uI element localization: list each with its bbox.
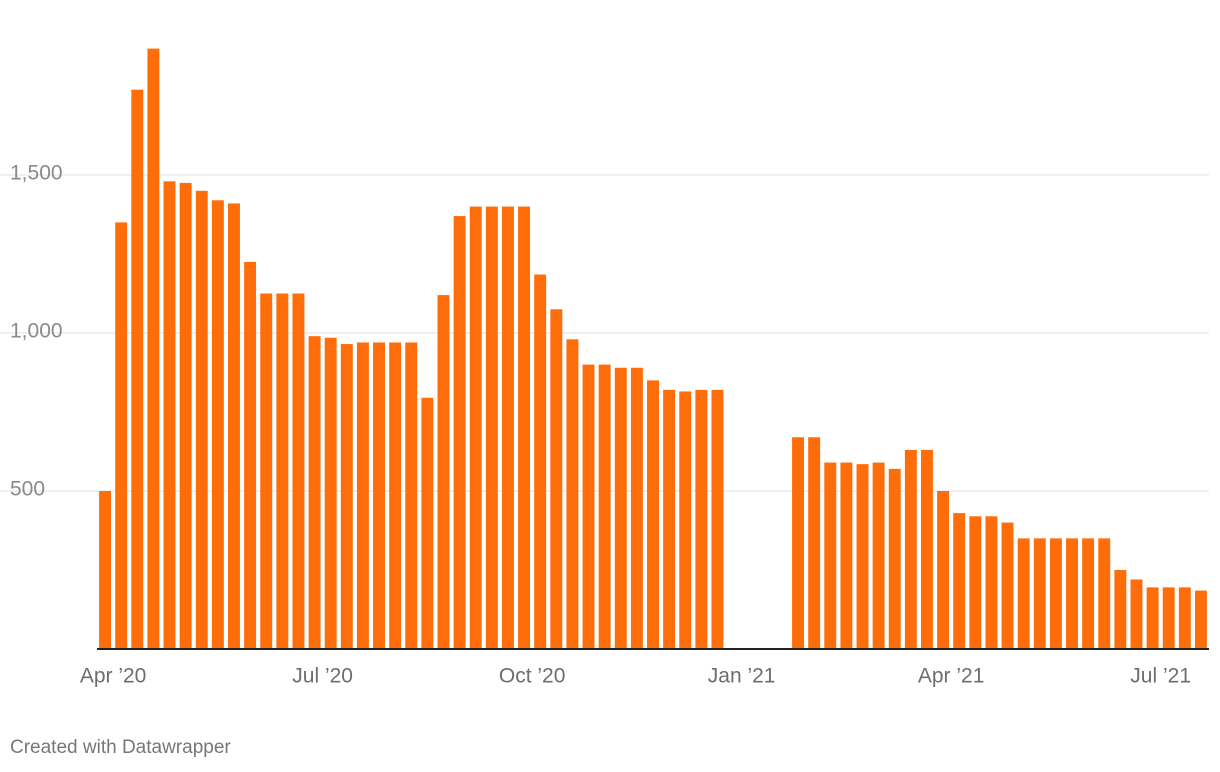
bar [1178,587,1191,649]
bar [437,295,450,649]
bar [389,342,402,649]
bar [405,342,418,649]
bar [501,206,514,649]
x-tick-label: Jul ’21 [1130,665,1191,688]
bar [1001,522,1014,649]
bar [1146,587,1159,649]
bar [485,206,498,649]
bar [1098,538,1111,649]
bar [195,190,208,650]
x-tick-label: Oct ’20 [499,665,566,688]
bar [292,293,305,649]
bar [582,364,595,649]
bar [921,449,933,649]
bar [840,462,853,649]
bar [324,337,337,649]
bar [695,389,708,649]
bar [340,344,353,649]
bar [1162,587,1175,649]
bar [647,380,659,649]
bar [904,449,917,649]
bar [1082,538,1095,649]
bar [518,206,531,649]
bar [1114,570,1127,649]
bar [115,222,128,649]
bar [808,437,821,649]
bar [1049,538,1062,649]
bar [373,342,385,649]
bar [308,336,321,649]
bar [147,48,160,650]
bar [1033,538,1046,649]
x-tick-label: Apr ’20 [80,665,147,688]
y-tick-label: 500 [10,478,45,501]
bar [953,513,966,649]
bar [211,200,224,649]
bar [792,437,805,649]
x-tick-label: Apr ’21 [918,665,985,688]
bar [260,293,273,649]
bar [1066,538,1078,649]
bar [711,389,724,649]
y-tick-label: 1,500 [10,162,63,185]
bar [356,342,369,649]
bar [534,274,547,649]
x-tick-label: Jul ’20 [292,665,353,688]
y-tick-label: 1,000 [10,320,63,343]
bar [598,364,611,649]
bar [985,516,998,649]
bar [630,367,643,649]
bar [1017,538,1030,649]
bar [872,462,885,649]
bar [131,89,144,650]
bar [1130,579,1143,649]
bar [969,516,982,649]
bar [469,206,482,649]
bar [99,491,112,649]
bar [663,389,676,649]
bar [1194,590,1207,649]
bar [824,462,837,649]
bar [453,216,466,649]
bar [228,203,240,649]
bar [856,464,869,649]
bar [888,468,901,649]
bar [244,261,257,649]
bar [421,397,434,649]
bar [179,182,192,649]
bar [550,309,563,649]
bar [566,339,579,649]
x-tick-label: Jan ’21 [708,665,776,688]
bar [937,491,950,649]
credit: Created with Datawrapper [10,737,231,758]
bar [163,181,176,649]
bar [276,293,289,649]
bar [679,391,692,649]
bar [614,367,627,649]
